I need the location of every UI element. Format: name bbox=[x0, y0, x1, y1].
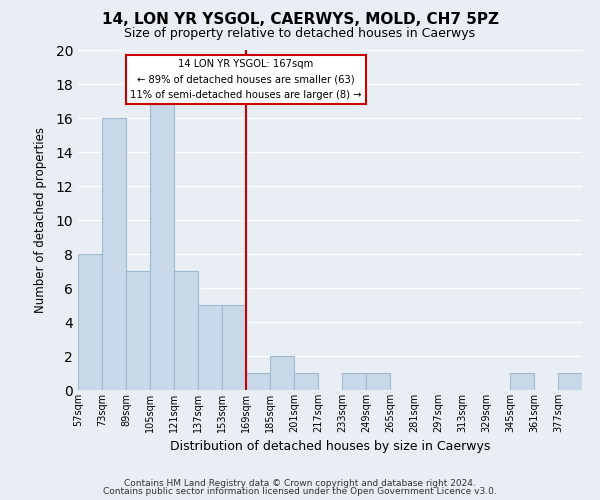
Bar bbox=[78, 254, 102, 390]
Bar bbox=[270, 356, 294, 390]
Bar bbox=[342, 373, 366, 390]
Text: Contains HM Land Registry data © Crown copyright and database right 2024.: Contains HM Land Registry data © Crown c… bbox=[124, 478, 476, 488]
Text: 14, LON YR YSGOL, CAERWYS, MOLD, CH7 5PZ: 14, LON YR YSGOL, CAERWYS, MOLD, CH7 5PZ bbox=[101, 12, 499, 28]
Text: Contains public sector information licensed under the Open Government Licence v3: Contains public sector information licen… bbox=[103, 488, 497, 496]
Bar bbox=[510, 373, 534, 390]
Bar bbox=[198, 305, 222, 390]
Bar bbox=[222, 305, 246, 390]
Text: 14 LON YR YSGOL: 167sqm
← 89% of detached houses are smaller (63)
11% of semi-de: 14 LON YR YSGOL: 167sqm ← 89% of detache… bbox=[130, 59, 362, 100]
Bar bbox=[150, 101, 174, 390]
Bar bbox=[294, 373, 318, 390]
Bar bbox=[246, 373, 270, 390]
Bar bbox=[558, 373, 582, 390]
Bar bbox=[126, 271, 150, 390]
Bar bbox=[102, 118, 126, 390]
Text: Size of property relative to detached houses in Caerwys: Size of property relative to detached ho… bbox=[124, 28, 476, 40]
Y-axis label: Number of detached properties: Number of detached properties bbox=[34, 127, 47, 313]
Bar bbox=[174, 271, 198, 390]
Bar bbox=[366, 373, 390, 390]
X-axis label: Distribution of detached houses by size in Caerwys: Distribution of detached houses by size … bbox=[170, 440, 490, 454]
